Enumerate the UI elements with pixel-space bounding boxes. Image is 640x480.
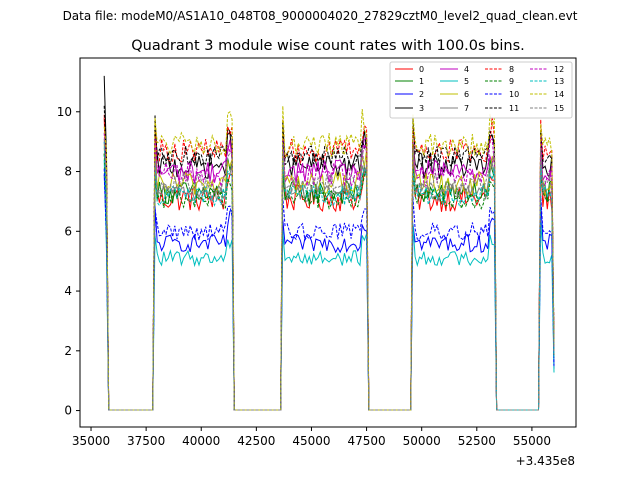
plot-frame bbox=[79, 57, 577, 428]
y-tick-label: 10 bbox=[57, 105, 72, 119]
plot-lines bbox=[103, 75, 555, 411]
x-tick-label: 47500 bbox=[347, 434, 385, 448]
series-line-14 bbox=[103, 105, 555, 411]
x-tick-label: 37500 bbox=[127, 434, 165, 448]
series-line-12 bbox=[103, 132, 555, 411]
legend-label-4: 4 bbox=[464, 65, 469, 74]
legend-label-14: 14 bbox=[554, 90, 564, 99]
series-line-2 bbox=[103, 174, 555, 411]
legend-label-11: 11 bbox=[509, 104, 519, 113]
series-line-5 bbox=[103, 159, 555, 411]
x-tick-label: 35000 bbox=[72, 434, 110, 448]
x-tick-label: 40000 bbox=[182, 434, 220, 448]
series-line-15 bbox=[103, 138, 555, 411]
x-tick-label: 50000 bbox=[403, 434, 441, 448]
legend-frame bbox=[389, 61, 573, 119]
chart-title: Quadrant 3 module wise count rates with … bbox=[131, 38, 525, 54]
x-offset-label: +3.435e8 bbox=[516, 454, 575, 468]
series-line-9 bbox=[103, 153, 555, 411]
series-line-11 bbox=[103, 105, 555, 411]
legend-label-2: 2 bbox=[419, 90, 424, 99]
legend-label-1: 1 bbox=[419, 77, 424, 86]
x-axis: 35000 37500 40000 42500 45000 47500 50000 52500… bbox=[72, 427, 551, 448]
y-axis: 0 2 4 6 8 10 bbox=[57, 105, 80, 418]
series-line-10 bbox=[103, 168, 555, 411]
legend-label-9: 9 bbox=[509, 77, 514, 86]
legend-label-3: 3 bbox=[419, 104, 424, 113]
x-tick-label: 42500 bbox=[237, 434, 275, 448]
legend-label-6: 6 bbox=[464, 90, 469, 99]
chart-suptitle: Data file: modeM0/AS1A10_048T08_90000040… bbox=[63, 9, 578, 23]
legend-label-5: 5 bbox=[464, 77, 469, 86]
x-tick-label: 52500 bbox=[458, 434, 496, 448]
legend-label-12: 12 bbox=[554, 65, 564, 74]
y-tick-label: 8 bbox=[64, 165, 72, 179]
y-tick-label: 6 bbox=[64, 224, 72, 238]
y-tick-label: 2 bbox=[64, 344, 72, 358]
legend-label-13: 13 bbox=[554, 77, 564, 86]
legend-label-7: 7 bbox=[464, 104, 469, 113]
legend-label-15: 15 bbox=[554, 104, 564, 113]
series-line-3 bbox=[103, 75, 555, 411]
x-tick-label: 55000 bbox=[513, 434, 551, 448]
legend-label-0: 0 bbox=[419, 65, 424, 74]
legend-label-8: 8 bbox=[509, 65, 514, 74]
y-tick-label: 4 bbox=[64, 284, 72, 298]
legend-label-10: 10 bbox=[509, 90, 519, 99]
x-tick-label: 45000 bbox=[292, 434, 330, 448]
y-tick-label: 0 bbox=[64, 404, 72, 418]
